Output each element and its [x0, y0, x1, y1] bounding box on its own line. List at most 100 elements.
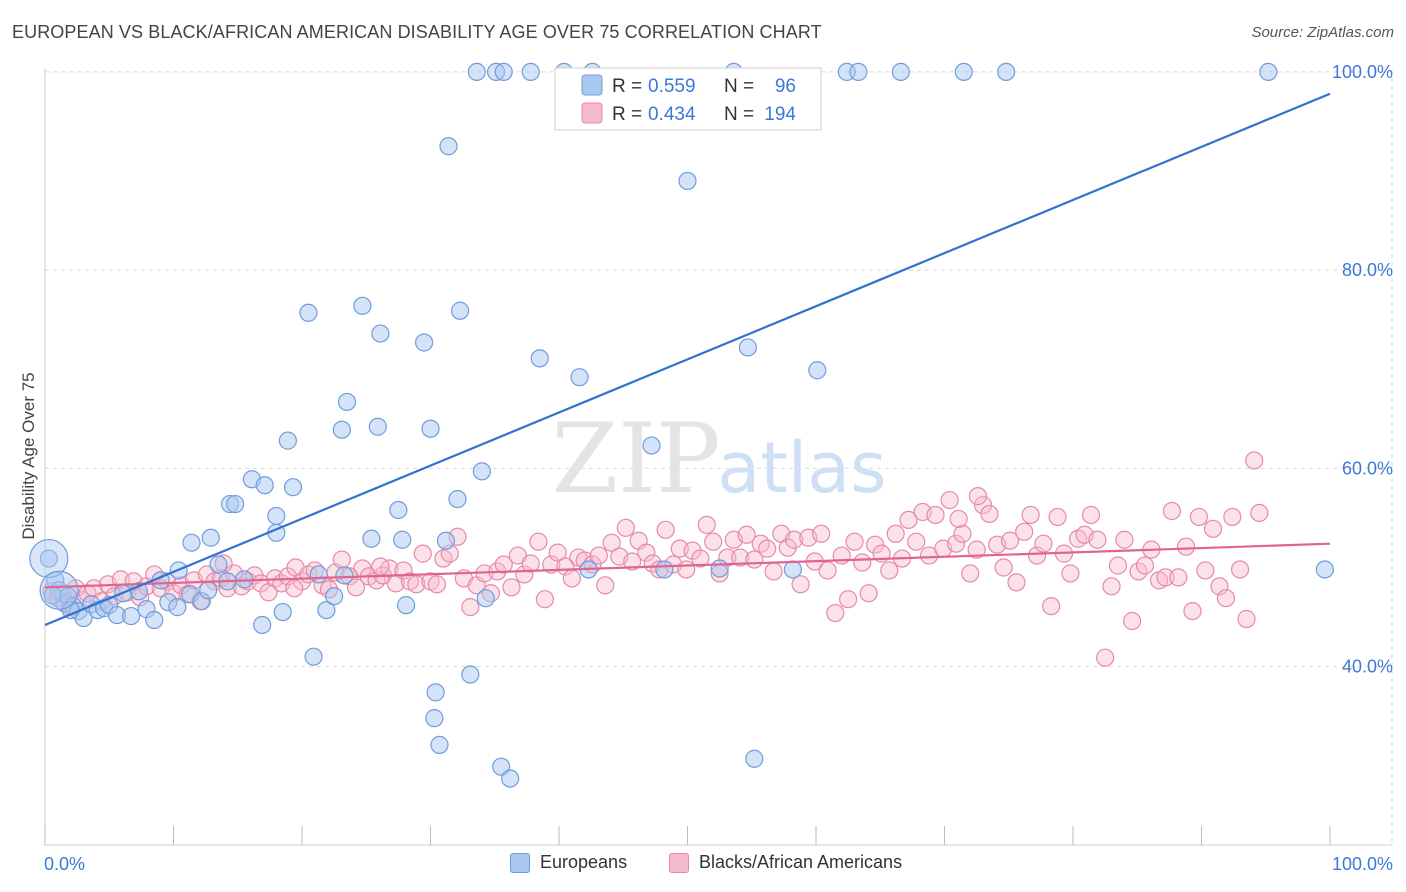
data-point-europeans — [371, 324, 390, 343]
data-point-blacks-african-americans — [1245, 451, 1264, 470]
data-point-europeans — [494, 62, 513, 82]
data-point-blacks-african-americans — [1088, 530, 1107, 549]
data-point-blacks-african-americans — [494, 555, 513, 574]
data-point-blacks-african-americans — [1237, 609, 1256, 629]
data-point-europeans — [710, 559, 729, 578]
data-point-blacks-african-americans — [994, 558, 1013, 577]
data-point-europeans — [439, 137, 458, 156]
data-point-blacks-african-americans — [548, 543, 567, 562]
stats-r-label-2: R = — [612, 104, 642, 125]
data-point-blacks-african-americans — [973, 495, 993, 515]
y-tick-label: 80.0% — [1342, 260, 1393, 280]
data-point-blacks-african-americans — [413, 544, 432, 563]
data-point-europeans — [317, 600, 336, 620]
axes-layer — [44, 68, 1392, 846]
data-point-blacks-african-americans — [1135, 556, 1155, 575]
data-point-blacks-african-americans — [926, 505, 945, 525]
watermark: ZIP atlas — [551, 403, 886, 515]
data-point-europeans — [745, 749, 764, 768]
stats-n-value-1: 96 — [775, 76, 796, 97]
data-point-blacks-african-americans — [1042, 597, 1061, 616]
data-point-blacks-african-americans — [940, 490, 959, 510]
data-point-blacks-african-americans — [1123, 611, 1142, 631]
data-point-europeans-large — [29, 538, 69, 579]
data-point-blacks-african-americans — [1021, 505, 1040, 525]
data-point-blacks-african-americans — [1108, 556, 1128, 575]
data-point-europeans — [304, 647, 323, 666]
stats-r-value-2: 0.434 — [648, 104, 696, 125]
data-point-blacks-african-americans — [1115, 530, 1134, 549]
data-point-europeans — [299, 303, 318, 322]
data-point-blacks-african-americans — [346, 578, 366, 597]
data-point-europeans — [530, 349, 549, 368]
data-point-europeans — [396, 596, 416, 615]
stats-r-value-1: 0.559 — [648, 76, 696, 97]
data-point-blacks-african-americans — [589, 546, 608, 565]
y-axis-title: Disability Age Over 75 — [19, 372, 38, 539]
data-point-europeans — [1259, 62, 1278, 82]
data-point-blacks-african-americans — [758, 539, 777, 558]
data-point-blacks-african-americans — [1061, 564, 1080, 583]
data-point-blacks-african-americans — [656, 520, 675, 539]
y-tick-label: 60.0% — [1342, 458, 1393, 478]
legend-item-europeans[interactable]: Europeans — [510, 852, 627, 873]
data-point-blacks-african-americans — [1250, 503, 1269, 523]
data-point-blacks-african-americans — [704, 532, 723, 551]
data-point-blacks-african-americans — [691, 549, 710, 568]
stats-n-value-2: 194 — [764, 104, 796, 125]
legend-item-blacks-african-americans[interactable]: Blacks/African Americans — [669, 852, 902, 873]
x-tick-label-max: 100.0% — [1332, 854, 1393, 874]
data-point-blacks-african-americans — [535, 590, 554, 609]
legend-swatch-blue — [581, 74, 603, 96]
data-point-blacks-african-americans — [961, 564, 980, 583]
data-point-europeans — [255, 476, 274, 495]
data-point-europeans — [501, 769, 520, 788]
data-point-europeans — [954, 62, 973, 82]
data-point-blacks-african-americans — [791, 575, 810, 594]
data-point-blacks-african-americans — [1189, 507, 1209, 527]
data-point-blacks-african-americans — [946, 534, 966, 553]
data-point-blacks-african-americans — [1000, 531, 1020, 550]
data-point-europeans — [476, 589, 495, 608]
data-point-europeans — [283, 478, 303, 497]
data-point-blacks-african-americans — [677, 560, 696, 579]
data-point-blacks-african-americans — [967, 540, 986, 559]
data-point-blacks-african-americans — [826, 603, 845, 623]
data-point-blacks-african-americans — [1230, 560, 1250, 579]
data-point-blacks-african-americans — [562, 569, 581, 588]
data-point-blacks-african-americans — [1176, 537, 1196, 556]
data-point-europeans — [362, 529, 381, 548]
data-point-europeans — [273, 602, 292, 622]
x-tick-label-min: 0.0% — [44, 854, 85, 874]
data-point-europeans — [738, 338, 757, 357]
data-point-europeans — [39, 549, 58, 568]
data-point-europeans — [570, 368, 589, 387]
data-point-europeans — [368, 417, 387, 436]
data-point-blacks-african-americans — [1015, 522, 1034, 541]
data-point-blacks-african-americans — [953, 524, 972, 543]
stats-r-label-1: R = — [612, 76, 642, 97]
data-point-blacks-african-americans — [1102, 577, 1121, 596]
data-point-blacks-african-americans — [785, 530, 804, 549]
data-point-europeans — [448, 489, 467, 509]
data-point-blacks-african-americans — [521, 554, 540, 573]
data-point-europeans — [414, 333, 434, 352]
watermark-atlas: atlas — [717, 427, 886, 509]
data-point-europeans — [849, 62, 868, 82]
data-point-blacks-african-americans — [812, 524, 831, 543]
data-point-europeans — [655, 560, 674, 579]
data-point-blacks-african-americans — [697, 515, 716, 534]
data-point-europeans — [467, 62, 486, 82]
data-point-europeans — [168, 598, 187, 617]
legend-label-europeans: Europeans — [540, 852, 628, 872]
data-point-europeans — [425, 709, 444, 728]
legend-swatch-pink — [581, 102, 603, 124]
data-point-europeans — [891, 62, 910, 82]
data-point-blacks-african-americans — [907, 532, 926, 551]
data-point-europeans — [209, 555, 228, 574]
stats-legend: R = 0.559 N = 96 R = 0.434 N = 194 — [554, 67, 822, 131]
data-point-europeans — [267, 506, 286, 526]
data-point-europeans — [201, 528, 220, 547]
data-point-blacks-african-americans — [818, 561, 837, 580]
data-point-europeans — [521, 62, 540, 82]
